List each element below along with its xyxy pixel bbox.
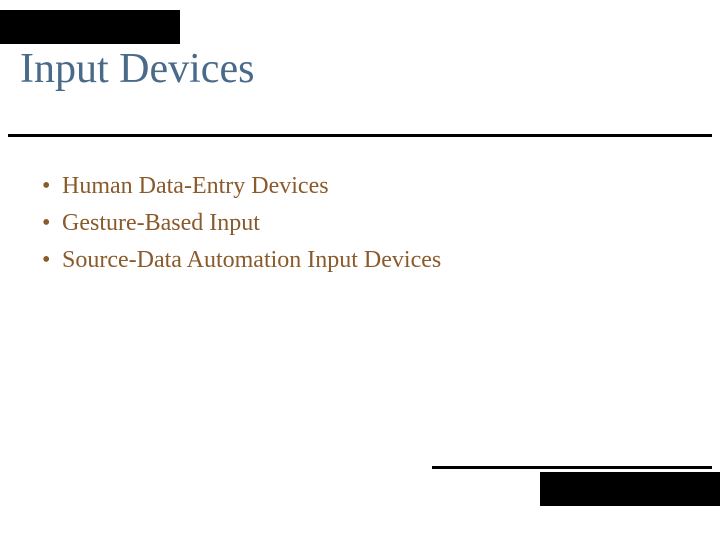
bullet-icon: • [42, 168, 62, 205]
bullet-text: Source-Data Automation Input Devices [62, 242, 441, 279]
decor-box-top [0, 10, 180, 44]
bullet-text: Gesture-Based Input [62, 205, 260, 242]
slide-title: Input Devices [20, 46, 254, 92]
list-item: • Source-Data Automation Input Devices [42, 242, 441, 279]
decor-box-bottom [540, 472, 720, 506]
divider-top [8, 134, 712, 137]
bullet-text: Human Data-Entry Devices [62, 168, 329, 205]
list-item: • Gesture-Based Input [42, 205, 441, 242]
divider-bottom [432, 466, 712, 469]
slide: Input Devices • Human Data-Entry Devices… [0, 0, 720, 540]
bullet-list: • Human Data-Entry Devices • Gesture-Bas… [42, 168, 441, 280]
bullet-icon: • [42, 205, 62, 242]
bullet-icon: • [42, 242, 62, 279]
list-item: • Human Data-Entry Devices [42, 168, 441, 205]
